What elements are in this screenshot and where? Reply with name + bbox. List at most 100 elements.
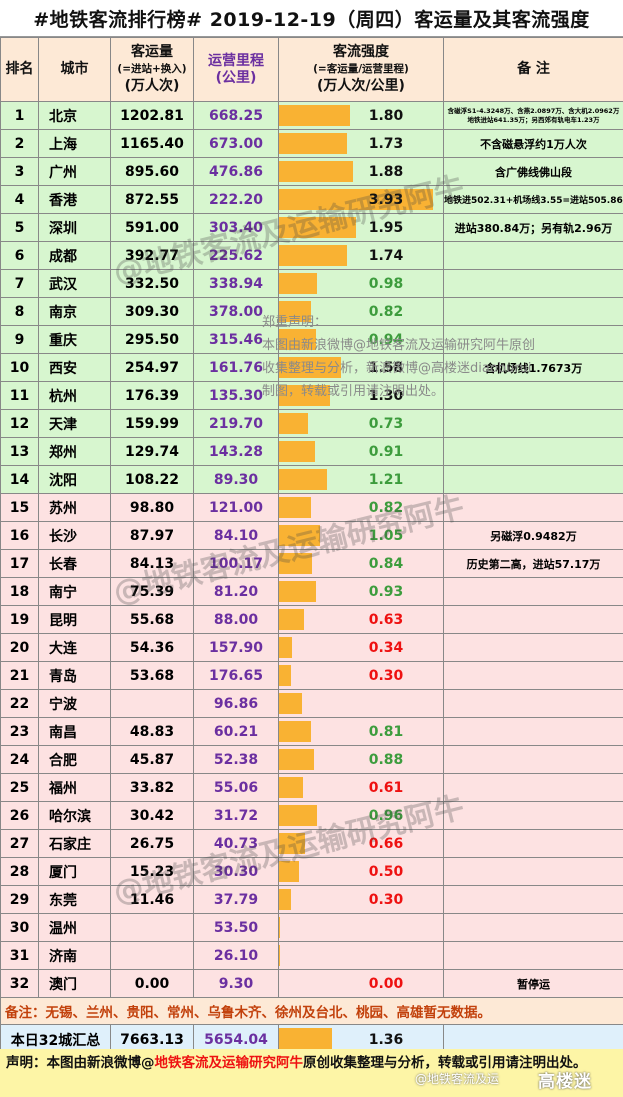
note-cell (443, 801, 623, 830)
table-row: 9 重庆 295.50 315.46 0.94 (0, 325, 623, 354)
rank-cell: 30 (0, 913, 39, 942)
city-cell: 南京 (38, 297, 111, 326)
city-cell: 天津 (38, 409, 111, 438)
volume-cell: 84.13 (110, 549, 194, 578)
intensity-value: 0.50 (368, 863, 404, 880)
table-row: 30 温州 53.50 (0, 913, 623, 942)
header-mileage-title: 运营里程 (208, 52, 264, 69)
intensity-bar (279, 945, 280, 966)
volume-cell: 591.00 (110, 213, 194, 242)
volume-cell: 98.80 (110, 493, 194, 522)
note-cell (443, 493, 623, 522)
volume-cell: 1165.40 (110, 129, 194, 158)
table-row: 10 西安 254.97 161.76 1.58 含机场线1.7673万 (0, 353, 623, 382)
mileage-cell: 157.90 (193, 633, 279, 662)
mileage-cell: 476.86 (193, 157, 279, 186)
intensity-cell: 1.74 (278, 241, 444, 270)
volume-cell: 15.23 (110, 857, 194, 886)
table-row: 28 厦门 15.23 30.30 0.50 (0, 857, 623, 886)
intensity-cell: 0.98 (278, 269, 444, 298)
intensity-bar (279, 245, 347, 266)
header-city: 城市 (38, 37, 111, 102)
mileage-cell: 315.46 (193, 325, 279, 354)
table-row: 20 大连 54.36 157.90 0.34 (0, 633, 623, 662)
volume-cell: 48.83 (110, 717, 194, 746)
note-cell (443, 717, 623, 746)
city-cell: 武汉 (38, 269, 111, 298)
city-cell: 沈阳 (38, 465, 111, 494)
rank-cell: 9 (0, 325, 39, 354)
intensity-value: 1.58 (368, 359, 404, 376)
volume-cell: 75.39 (110, 577, 194, 606)
table-row: 29 东莞 11.46 37.79 0.30 (0, 885, 623, 914)
city-cell: 成都 (38, 241, 111, 270)
intensity-cell: 1.88 (278, 157, 444, 186)
volume-cell: 309.30 (110, 297, 194, 326)
mileage-cell: 53.50 (193, 913, 279, 942)
table-row: 17 长春 84.13 100.17 0.84 历史第二高，进站57.17万 (0, 549, 623, 578)
rank-cell: 28 (0, 857, 39, 886)
mileage-cell: 225.62 (193, 241, 279, 270)
mileage-cell: 673.00 (193, 129, 279, 158)
intensity-bar (279, 721, 311, 742)
note-cell (443, 941, 623, 970)
intensity-value: 0.91 (368, 443, 404, 460)
intensity-cell: 0.30 (278, 661, 444, 690)
intensity-cell: 1.80 (278, 101, 444, 130)
volume-cell: 332.50 (110, 269, 194, 298)
intensity-bar (279, 889, 291, 910)
intensity-bar (279, 805, 317, 826)
intensity-cell: 0.00 (278, 969, 444, 998)
ranking-table: 排名 城市 客运量 (=进站+换入) (万人次) 运营里程 (公里) 客流强度 … (0, 37, 623, 1056)
city-cell: 郑州 (38, 437, 111, 466)
rank-cell: 6 (0, 241, 39, 270)
intensity-cell: 0.30 (278, 885, 444, 914)
intensity-value: 0.61 (368, 779, 404, 796)
volume-cell: 159.99 (110, 409, 194, 438)
volume-cell: 54.36 (110, 633, 194, 662)
intensity-bar (279, 833, 305, 854)
gaoloumi-logo: 高楼迷 (538, 1072, 592, 1092)
intensity-bar (279, 357, 341, 378)
mileage-cell: 161.76 (193, 353, 279, 382)
volume-cell: 33.82 (110, 773, 194, 802)
city-cell: 苏州 (38, 493, 111, 522)
intensity-value: 0.63 (368, 611, 404, 628)
note-cell (443, 297, 623, 326)
intensity-value: 0.30 (368, 891, 404, 908)
city-cell: 温州 (38, 913, 111, 942)
mileage-cell: 89.30 (193, 465, 279, 494)
table-row: 23 南昌 48.83 60.21 0.81 (0, 717, 623, 746)
intensity-bar (279, 749, 314, 770)
mileage-cell: 52.38 (193, 745, 279, 774)
intensity-value: 3.93 (368, 191, 404, 208)
header-mileage: 运营里程 (公里) (193, 37, 279, 102)
note-cell: 地铁进502.31+机场线3.55=进站505.86万 (443, 185, 623, 214)
city-cell: 石家庄 (38, 829, 111, 858)
table-body: 1 北京 1202.81 668.25 1.80 含磁浮S1-4.3248万、含燕2.08… (0, 101, 623, 998)
intensity-cell: 0.73 (278, 409, 444, 438)
table-row: 26 哈尔滨 30.42 31.72 0.96 (0, 801, 623, 830)
intensity-value (329, 691, 443, 717)
volume-cell: 53.68 (110, 661, 194, 690)
intensity-bar (279, 497, 311, 518)
mileage-cell: 143.28 (193, 437, 279, 466)
intensity-cell: 0.61 (278, 773, 444, 802)
volume-cell: 45.87 (110, 745, 194, 774)
city-cell: 济南 (38, 941, 111, 970)
note-cell (443, 381, 623, 410)
intensity-value: 1.74 (368, 247, 404, 264)
city-cell: 澳门 (38, 969, 111, 998)
table-row: 14 沈阳 108.22 89.30 1.21 (0, 465, 623, 494)
intensity-cell (278, 941, 444, 970)
header-intensity-sub: (=客运量/运营里程) (313, 63, 409, 75)
table-row: 18 南宁 75.39 81.20 0.93 (0, 577, 623, 606)
remark-row: 备注：无锡、兰州、贵阳、常州、乌鲁木齐、徐州及台北、桃园、高雄暂无数据。 (0, 997, 623, 1025)
intensity-cell: 1.73 (278, 129, 444, 158)
intensity-cell: 1.21 (278, 465, 444, 494)
intensity-bar (279, 581, 316, 602)
table-row: 27 石家庄 26.75 40.73 0.66 (0, 829, 623, 858)
intensity-cell: 0.82 (278, 493, 444, 522)
intensity-value (329, 943, 443, 969)
intensity-value: 0.96 (368, 807, 404, 824)
